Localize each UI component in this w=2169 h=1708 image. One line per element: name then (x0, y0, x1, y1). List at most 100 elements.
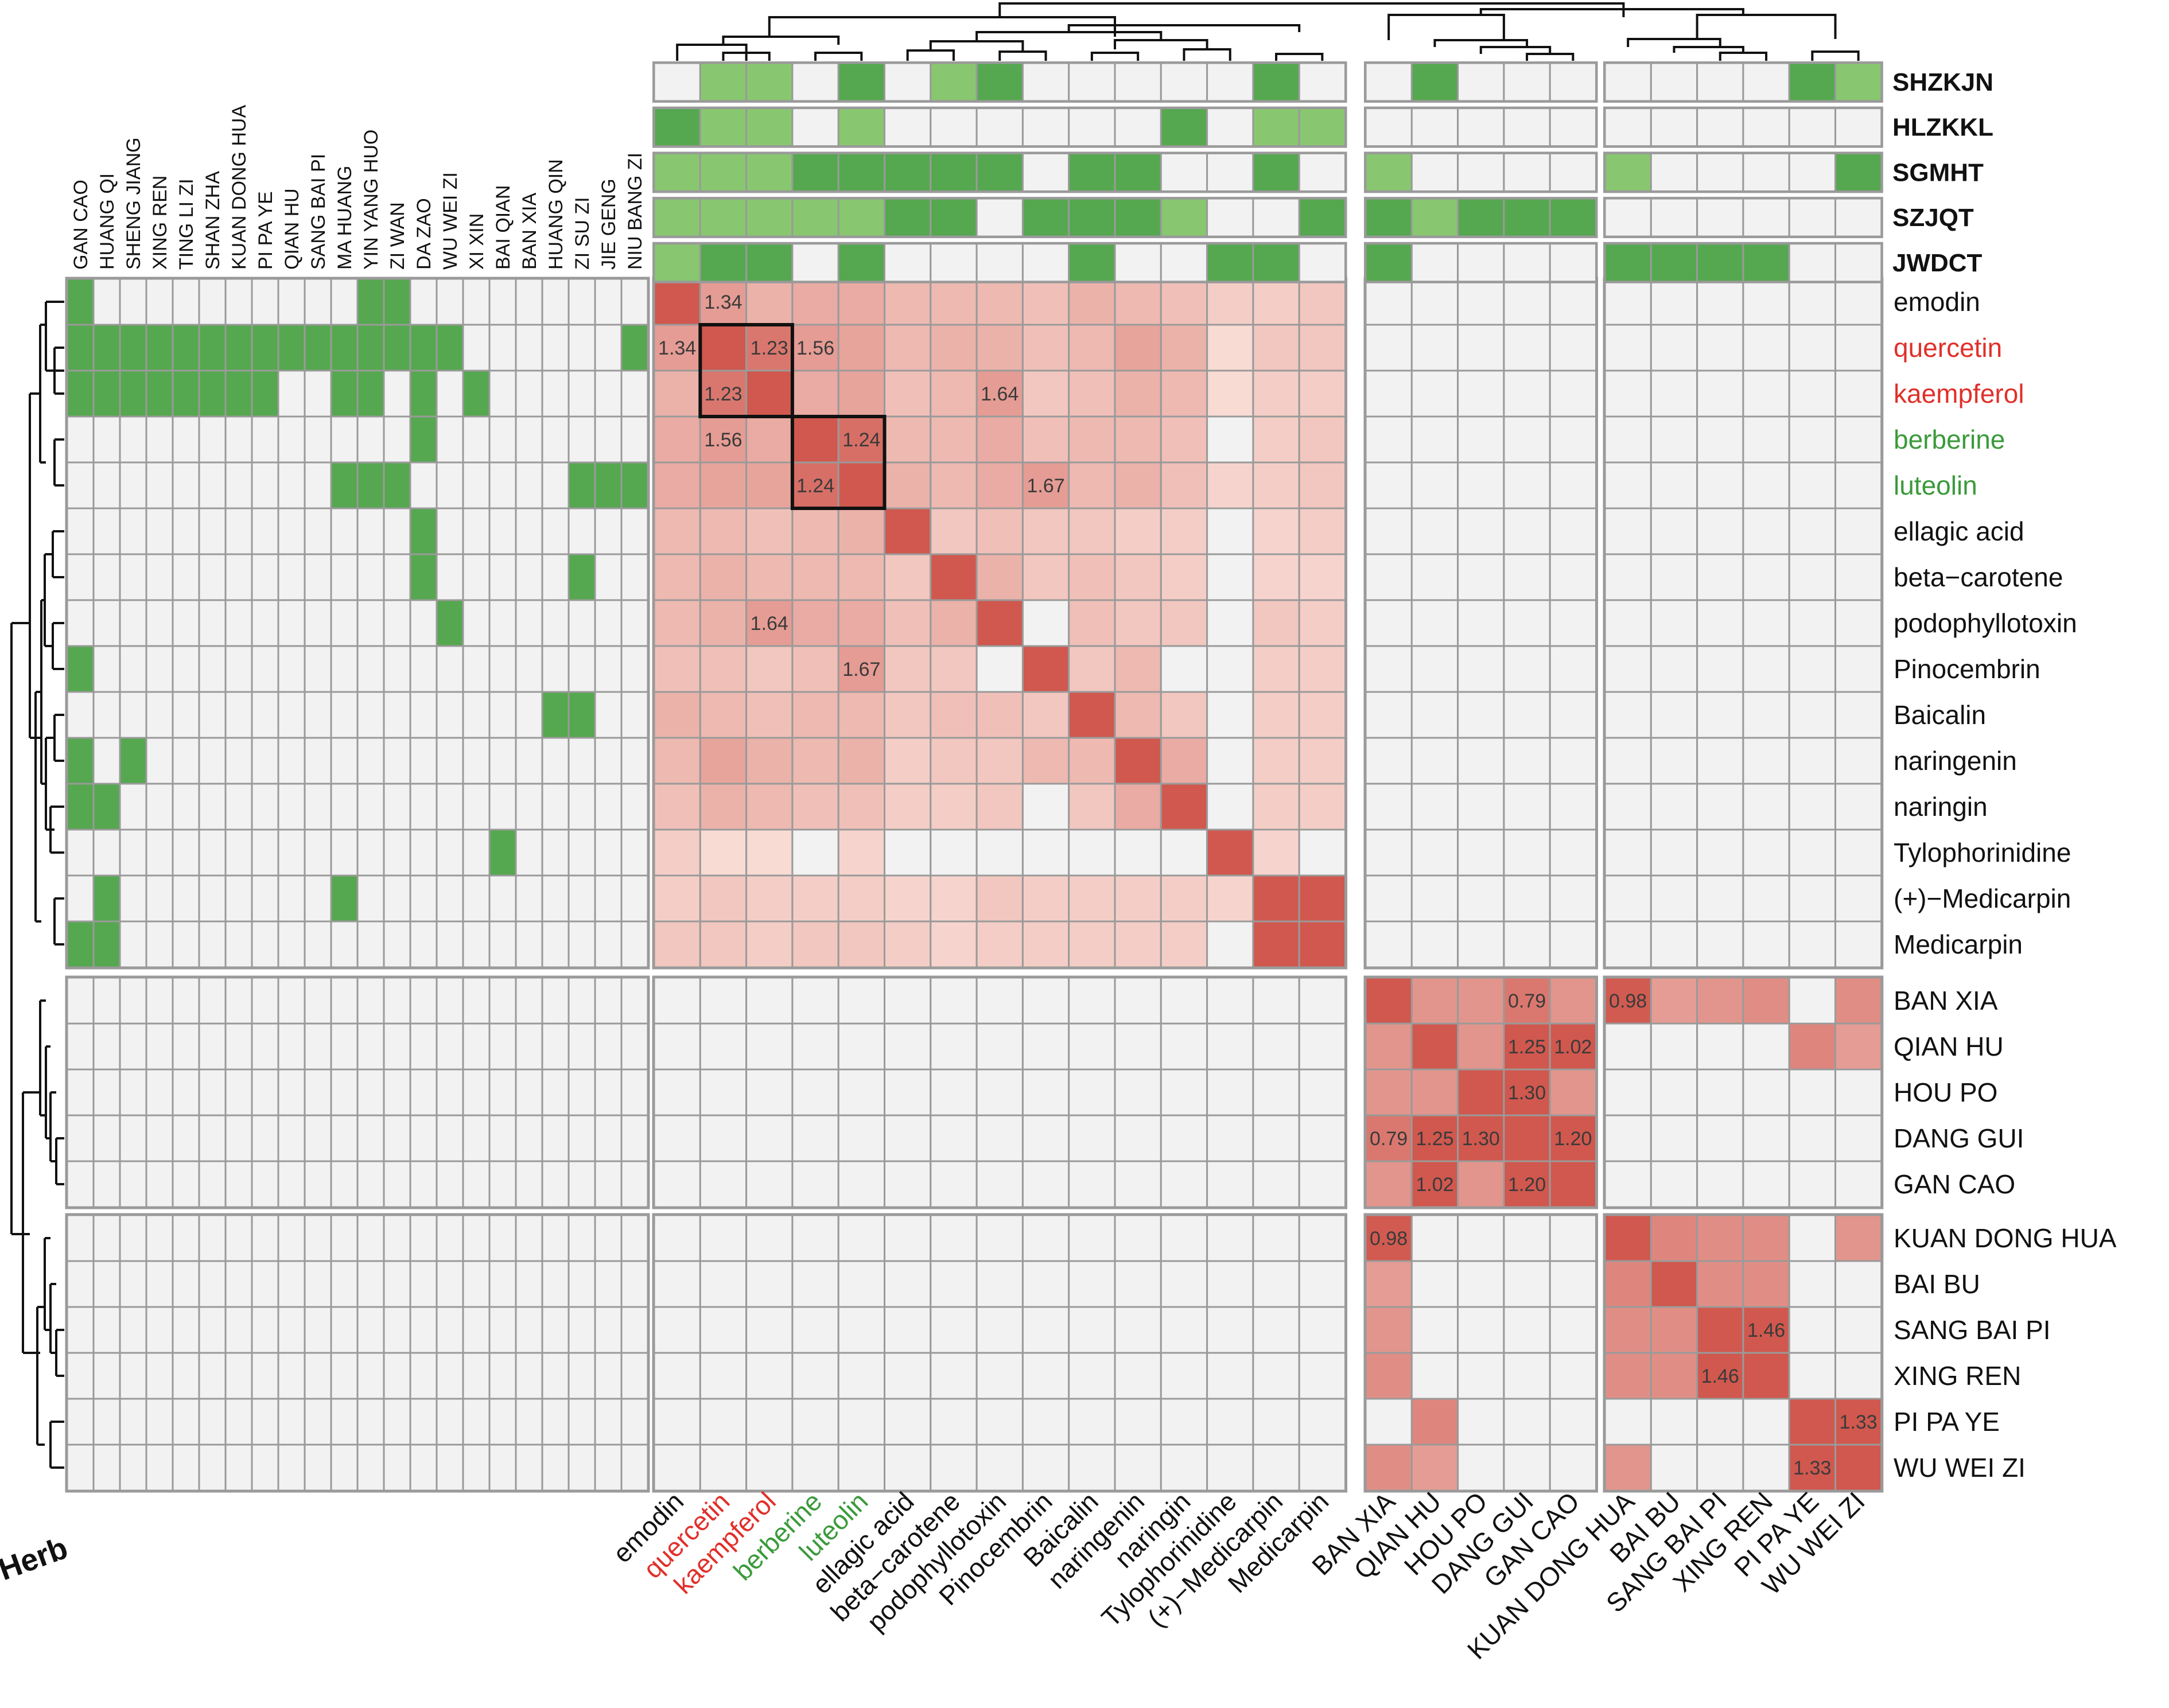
heatmap-cell (1604, 278, 1652, 326)
heatmap-cell (1252, 599, 1300, 647)
heatmap-cell (1365, 599, 1413, 647)
heatmap-cell (1549, 920, 1597, 968)
herb-membership-cell (515, 369, 543, 418)
heatmap-cell (1068, 976, 1116, 1025)
heatmap-cell (1252, 1306, 1300, 1354)
heatmap-cell (1298, 278, 1346, 326)
herb-membership-cell (304, 1114, 332, 1162)
herb-membership-cell (251, 1114, 279, 1162)
herb-membership-cell (594, 1114, 623, 1162)
heatmap-cell (1298, 1068, 1346, 1116)
heatmap-cell (1696, 976, 1744, 1025)
heatmap-cell (791, 599, 839, 647)
formula-annotation-cell (1206, 107, 1254, 147)
herb-membership-cell (145, 1214, 174, 1262)
herb-membership-cell (567, 461, 596, 509)
heatmap-cell (1252, 278, 1300, 326)
herb-membership-cell (172, 1160, 200, 1208)
herb-membership-cell (356, 369, 385, 418)
heatmap-cell (1696, 645, 1744, 693)
herb-membership-cell (462, 278, 491, 326)
herb-membership-cell (436, 278, 464, 326)
herb-membership-cell (92, 920, 121, 968)
dendrogram-branch (768, 16, 1116, 37)
herb-membership-cell (462, 1022, 491, 1071)
herb-membership-cell (462, 828, 491, 877)
herb-membership-cell (330, 1214, 359, 1262)
heatmap-cell (1068, 1306, 1116, 1354)
herb-membership-cell (172, 1214, 200, 1262)
heatmap-cell (1742, 1214, 1790, 1262)
heatmap-cell (1604, 553, 1652, 601)
heatmap-cell (1457, 1260, 1505, 1308)
herb-membership-cell (172, 369, 200, 418)
herb-column-label: PI PA YE (255, 191, 277, 270)
herb-membership-cell (462, 599, 491, 647)
heatmap-cell (975, 324, 1024, 372)
herb-membership-cell (92, 874, 121, 923)
heatmap-cell (1298, 1260, 1346, 1308)
herb-membership-cell (277, 828, 306, 877)
herb-membership-cell (383, 874, 411, 923)
herb-membership-cell (567, 1306, 596, 1354)
cell-value-label: 1.02 (1554, 1036, 1592, 1058)
heatmap-cell (791, 1352, 839, 1400)
herb-membership-cell (541, 737, 570, 785)
heatmap-cell (699, 1068, 748, 1116)
formula-annotation-cell (1696, 62, 1744, 102)
herb-membership-cell (594, 278, 623, 326)
herb-membership-cell (356, 645, 385, 693)
herb-membership-cell (119, 599, 147, 647)
herb-membership-cell (172, 645, 200, 693)
heatmap-block-border (652, 975, 1347, 1209)
formula-annotation-border (1603, 151, 1883, 193)
herb-membership-cell (66, 1214, 95, 1262)
herb-membership-cell (92, 1444, 121, 1492)
heatmap-cell (1788, 783, 1836, 831)
heatmap-cell (1252, 645, 1300, 693)
heatmap-cell (975, 645, 1024, 693)
heatmap-cell (1298, 691, 1346, 739)
heatmap-cell (1206, 645, 1254, 693)
herb-column-label: ZI WAN (387, 202, 409, 270)
heatmap-cell (975, 369, 1024, 418)
heatmap-cell (1252, 920, 1300, 968)
heatmap-cell (1365, 1306, 1413, 1354)
heatmap-cell (653, 599, 701, 647)
heatmap-cell (1503, 1114, 1551, 1162)
herb-membership-cell (66, 691, 95, 739)
heatmap-cell (1788, 645, 1836, 693)
herb-column-label: QIAN HU (281, 188, 303, 270)
herb-membership-cell (198, 461, 227, 509)
heatmap-cell (975, 1068, 1024, 1116)
herb-membership-cell (330, 553, 359, 601)
row-label: Tylophorinidine (1894, 838, 2071, 867)
herb-membership-cell (356, 737, 385, 785)
heatmap-cell (975, 278, 1024, 326)
heatmap-cell (653, 1260, 701, 1308)
heatmap-cell (1114, 278, 1162, 326)
herb-membership-cell (383, 278, 411, 326)
herb-membership-cell (594, 553, 623, 601)
heatmap-cell (653, 1068, 701, 1116)
herb-membership-cell (356, 920, 385, 968)
heatmap-cell (884, 278, 932, 326)
heatmap-cell (1788, 874, 1836, 923)
heatmap-cell (1114, 645, 1162, 693)
heatmap-cell (653, 737, 701, 785)
heatmap-cell (930, 828, 978, 877)
heatmap-cell (884, 874, 932, 923)
heatmap-cell (1696, 415, 1744, 464)
formula-annotation-cell (699, 107, 748, 147)
heatmap-cell (699, 1352, 748, 1400)
heatmap-cell (884, 1398, 932, 1446)
heatmap-cell (1604, 415, 1652, 464)
herb-membership-cell (92, 976, 121, 1025)
formula-annotation-cell (1503, 107, 1551, 147)
heatmap-cell (1160, 1068, 1208, 1116)
formula-annotation-cell (1457, 152, 1505, 192)
heatmap-cell (1549, 1444, 1597, 1492)
heatmap-cell (1365, 415, 1413, 464)
herb-membership-cell (541, 324, 570, 372)
herb-membership-cell (541, 369, 570, 418)
